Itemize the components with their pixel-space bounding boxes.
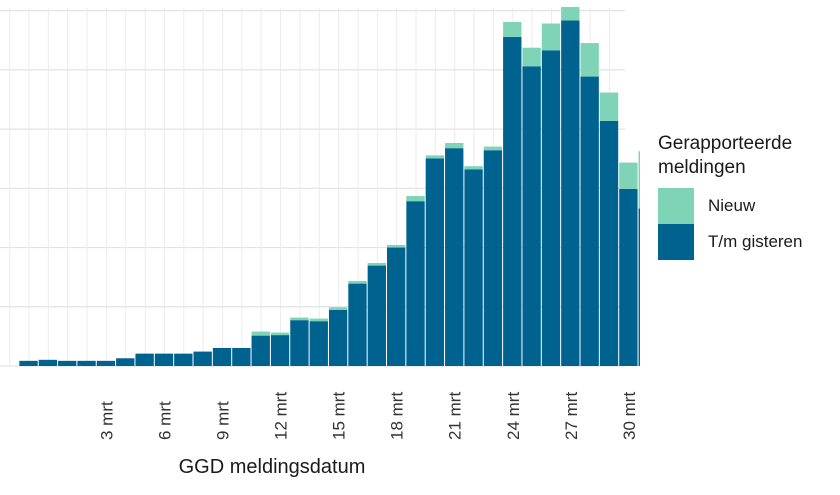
bar-nieuw [251,331,270,336]
bar-tm-gisteren [116,358,135,366]
bar-nieuw [309,318,328,322]
x-tick-label: 12 mrt [272,392,291,440]
bar-tm-gisteren [348,283,367,366]
bar-tm-gisteren [599,120,619,366]
bar-nieuw [406,196,425,202]
bar-tm-gisteren [58,360,77,366]
bar-tm-gisteren [445,148,464,366]
bar-nieuw [541,23,561,51]
legend-title-line2: meldingen [658,157,746,178]
bar-nieuw [580,43,599,77]
x-tick-label: 21 mrt [446,392,465,440]
bar-tm-gisteren [19,360,38,366]
bar-nieuw [503,21,522,37]
bar-tm-gisteren [328,309,348,366]
x-tick-label: 24 mrt [504,392,523,440]
bar-nieuw [464,166,483,170]
bar-tm-gisteren [309,321,328,366]
x-tick-label: 18 mrt [388,392,407,440]
legend-title: Gerapporteerde meldingen [658,132,838,180]
x-tick-label: 3 mrt [97,401,116,440]
x-tick-labels: 3 mrt 6 mrt 9 mrt 12 mrt 15 mrt 18 mrt 21 mrt 2… [97,392,639,440]
bars [19,7,640,367]
legend: Gerapporteerde meldingen Nieuw T/m giste… [658,132,838,260]
x-tick-label: 15 mrt [330,392,349,440]
bar-tm-gisteren [135,353,154,366]
bar-nieuw [619,162,638,189]
legend-item-nieuw: Nieuw [658,188,838,224]
bar-nieuw [348,281,367,284]
legend-swatch-tm-gisteren [658,224,694,260]
bar-tm-gisteren [425,158,445,366]
bar-tm-gisteren [580,76,599,366]
bar-nieuw [387,244,406,248]
bar-tm-gisteren [212,347,232,366]
bar-tm-gisteren [154,353,174,366]
legend-swatch-nieuw [658,188,694,224]
bar-tm-gisteren [77,360,96,366]
x-tick-label: 6 mrt [155,401,174,440]
bar-nieuw [445,143,464,149]
bar-tm-gisteren [193,351,212,366]
bar-nieuw [599,92,619,121]
legend-item-tm-gisteren: T/m gisteren [658,224,838,260]
bar-tm-gisteren [367,265,386,366]
x-tick-label: 30 mrt [620,392,639,440]
bar-tm-gisteren [638,208,640,366]
bar-nieuw [638,151,640,209]
bar-tm-gisteren [174,353,193,366]
bar-tm-gisteren [503,36,522,366]
x-tick-label: 9 mrt [214,401,233,440]
bar-nieuw [483,146,503,151]
x-tick-label: 27 mrt [562,392,581,440]
bar-tm-gisteren [522,66,541,367]
bar-tm-gisteren [290,320,309,366]
legend-label-nieuw: Nieuw [708,196,756,215]
bar-tm-gisteren [251,335,270,366]
bar-tm-gisteren [464,169,483,366]
legend-title-line1: Gerapporteerde [658,133,793,154]
bar-nieuw [561,7,580,21]
bar-tm-gisteren [483,150,503,366]
legend-label-tm-gisteren: T/m gisteren [708,232,803,251]
bar-tm-gisteren [270,335,290,366]
bar-tm-gisteren [561,20,580,367]
chart-plot: 3 mrt 6 mrt 9 mrt 12 mrt 15 mrt 18 mrt 21 mrt 2… [0,7,640,478]
bar-nieuw [270,332,290,336]
bar-tm-gisteren [232,347,251,366]
bar-nieuw [367,263,386,266]
x-axis-label: GGD meldingsdatum [179,456,366,478]
bar-tm-gisteren [406,201,425,366]
bar-tm-gisteren [541,50,561,367]
bar-nieuw [522,47,541,67]
bar-nieuw [425,155,445,159]
bar-tm-gisteren [387,247,406,366]
bar-tm-gisteren [96,360,116,366]
bar-nieuw [290,317,309,321]
bar-nieuw [328,307,348,310]
bar-tm-gisteren [619,188,638,366]
bar-tm-gisteren [38,359,58,366]
